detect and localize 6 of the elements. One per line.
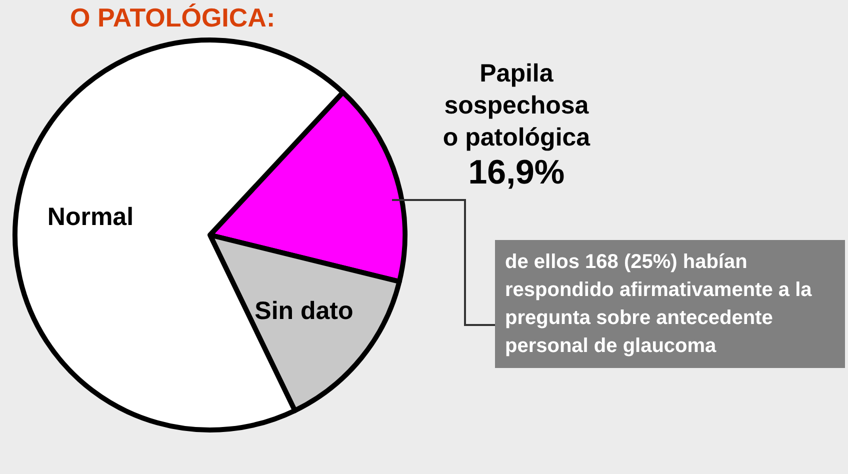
data-label: 16,9% — [468, 154, 565, 192]
chart-title: O PATOLÓGICA: — [70, 2, 276, 32]
slice-label: Sin dato — [254, 297, 354, 326]
slice-label: Papila sospechosa o patológica — [442, 60, 592, 152]
text: de ellos 168 (25%) habían respondido afirmativamente a la pregunta sobre antecedente personal de glaucoma — [495, 240, 845, 368]
slice-label: Normal — [47, 202, 134, 231]
